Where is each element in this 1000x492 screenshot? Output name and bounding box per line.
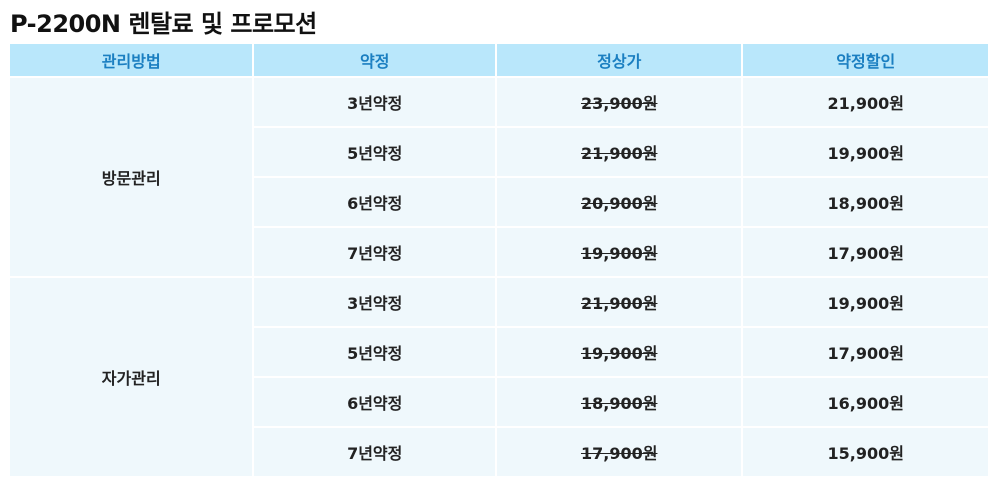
regular-price: 17,900원: [496, 428, 742, 476]
pricing-table: 관리방법 약정 정상가 약정할인 방문관리 3년약정 23,900원 21,900원 5…: [8, 42, 990, 478]
term: 5년약정: [254, 328, 495, 376]
term: 5년약정: [254, 128, 495, 176]
table-row: 자가관리 3년약정 21,900원 19,900원: [10, 278, 988, 476]
term: 3년약정: [254, 78, 495, 126]
regular-price: 19,900원: [496, 328, 742, 376]
term: 6년약정: [254, 178, 495, 226]
discount-price: 18,900원: [743, 178, 988, 226]
table-row: 5년약정 19,900원 17,900원: [10, 328, 988, 376]
management-method: 방문관리: [10, 78, 253, 276]
table-row: 7년약정 19,900원 17,900원: [10, 228, 988, 276]
header-discount-price: 약정할인: [743, 44, 988, 76]
term: 6년약정: [254, 378, 495, 426]
table-row: 방문관리 3년약정 23,900원 21,900원: [10, 78, 988, 276]
term: 7년약정: [254, 228, 495, 276]
regular-price: 20,900원: [496, 178, 742, 226]
page-title: P-2200N 렌탈료 및 프로모션: [10, 10, 317, 38]
table-row: 6년약정 18,900원 16,900원: [10, 378, 988, 426]
regular-price: 18,900원: [496, 378, 742, 426]
table-row: 6년약정 20,900원 18,900원: [10, 178, 988, 226]
regular-price: 23,900원: [496, 78, 742, 126]
management-method: 자가관리: [10, 278, 253, 476]
discount-price: 19,900원: [743, 278, 988, 326]
header-method: 관리방법: [10, 44, 253, 76]
regular-price: 21,900원: [496, 278, 742, 326]
discount-price: 15,900원: [743, 428, 988, 476]
term: 7년약정: [254, 428, 495, 476]
header-row: 관리방법 약정 정상가 약정할인: [10, 44, 988, 76]
discount-price: 17,900원: [743, 328, 988, 376]
regular-price: 21,900원: [496, 128, 742, 176]
table-row: 7년약정 17,900원 15,900원: [10, 428, 988, 476]
regular-price: 19,900원: [496, 228, 742, 276]
discount-price: 21,900원: [743, 78, 988, 126]
table-row: 5년약정 21,900원 19,900원: [10, 128, 988, 176]
discount-price: 17,900원: [743, 228, 988, 276]
discount-price: 19,900원: [743, 128, 988, 176]
header-term: 약정: [254, 44, 495, 76]
term: 3년약정: [254, 278, 495, 326]
discount-price: 16,900원: [743, 378, 988, 426]
header-regular-price: 정상가: [496, 44, 742, 76]
